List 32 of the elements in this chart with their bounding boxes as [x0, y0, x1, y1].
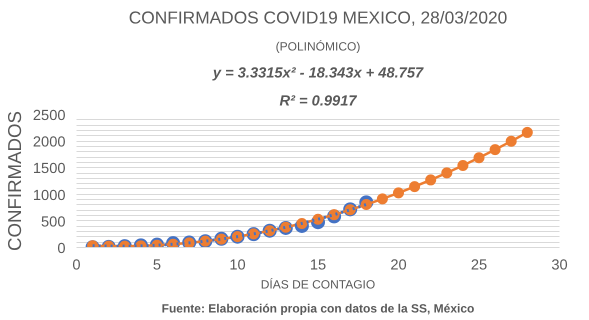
point: [360, 199, 372, 210]
y-tick-label: 2000: [32, 134, 66, 151]
x-tick-label: 0: [72, 258, 81, 274]
y-tick-label: 2500: [32, 108, 66, 124]
point: [474, 152, 484, 164]
x-axis-title: DÍAS DE CONTAGIO: [260, 278, 376, 292]
point: [441, 167, 452, 178]
point: [393, 187, 404, 198]
point: [425, 174, 436, 186]
point: [457, 160, 468, 172]
point: [506, 136, 517, 147]
chart-subtitle: (POLINÓMICO): [276, 40, 360, 54]
point: [376, 193, 388, 204]
x-tick-label: 25: [470, 258, 488, 274]
x-tick-label: 15: [310, 258, 326, 274]
point: [522, 126, 533, 138]
y-tick-label: 500: [41, 214, 66, 230]
y-axis-title: CONFIRMADOS: [4, 111, 25, 251]
text: R² = 0.9917: [280, 94, 358, 110]
x-tick-label: 10: [229, 258, 246, 274]
text: y = 3.3315x² - 18.343x + 48.757: [212, 66, 424, 82]
source-note: Fuente: Elaboración propia con datos de la SS, México: [162, 302, 474, 316]
y-tick-label: 1000: [32, 188, 66, 204]
y-tick-label: 1500: [32, 161, 66, 178]
point: [296, 218, 308, 229]
point: [409, 181, 420, 192]
x-tick-label: 5: [152, 258, 162, 274]
x-tick-label: 30: [551, 258, 568, 274]
x-tick-label: 20: [390, 258, 407, 274]
chart-title: CONFIRMADOS COVID19 MEXICO, 28/03/2020: [128, 8, 508, 28]
point: [490, 144, 501, 156]
y-tick-label: 0: [57, 241, 66, 257]
